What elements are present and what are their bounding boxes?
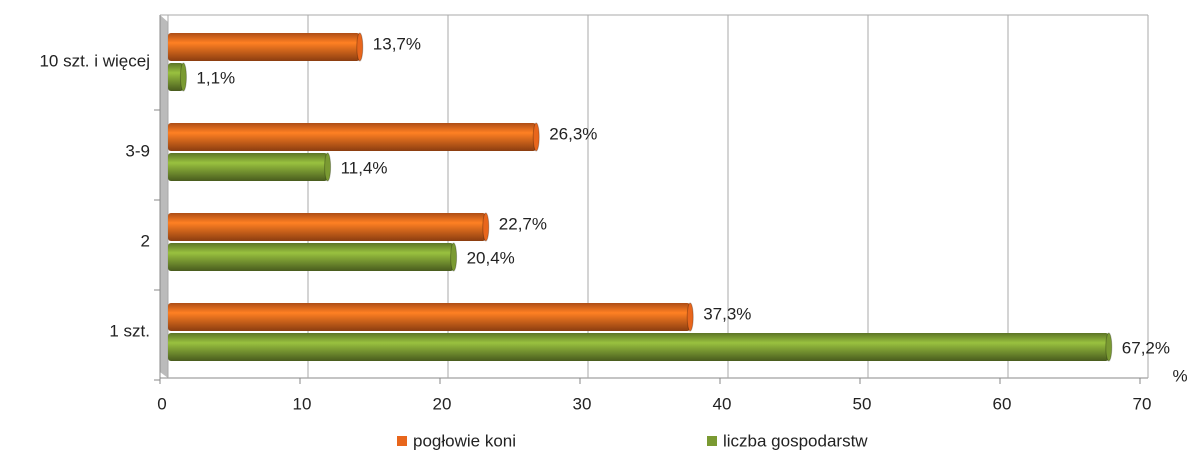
data-label: 37,3% [703,304,751,323]
bar-cap [686,302,694,332]
bar [168,33,360,61]
bar [168,333,1109,361]
x-tick-label: 30 [573,394,592,413]
data-label: 67,2% [1122,338,1170,357]
legend-swatch [707,436,717,446]
data-label: 22,7% [499,214,547,233]
x-tick-label: 10 [293,394,312,413]
bar [168,243,454,271]
y-tick-label: 10 szt. i więcej [39,51,150,70]
x-tick-label: 60 [993,394,1012,413]
bar-cap [324,152,332,182]
data-label: 13,7% [373,34,421,53]
bar-cap [1105,332,1113,362]
y-tick-label: 2 [141,231,150,250]
bar-cap [532,122,540,152]
bar-cap [179,62,187,92]
bar [168,213,486,241]
legend-label: liczba gospodarstw [723,431,868,450]
data-label: 20,4% [467,248,515,267]
y-tick-label: 3-9 [125,141,150,160]
y-tick-label: 1 szt. [109,321,150,340]
bar-cap [450,242,458,272]
data-label: 11,4% [341,158,388,177]
side-wall [160,15,168,378]
data-label: 26,3% [549,124,597,143]
data-label: 1,1% [196,68,235,87]
bar [168,153,328,181]
bar-cap [356,32,364,62]
legend-swatch [397,436,407,446]
bar-cap [482,212,490,242]
x-tick-label: 40 [713,394,732,413]
x-tick-label: 20 [433,394,452,413]
bar [168,123,537,151]
bar [168,303,691,331]
x-axis-label: % [1172,366,1187,385]
legend-label: pogłowie koni [413,431,516,450]
bar [168,63,184,91]
x-tick-label: 70 [1133,394,1152,413]
x-tick-label: 50 [853,394,872,413]
x-tick-label: 0 [157,394,166,413]
